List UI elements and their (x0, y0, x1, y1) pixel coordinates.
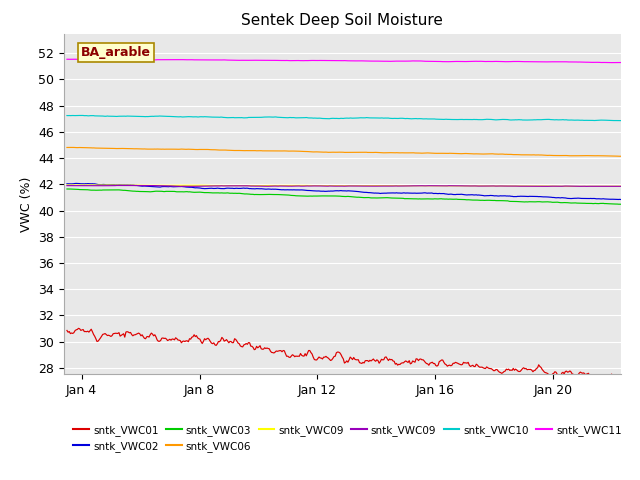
sntk_VWC01 (597, 377, 605, 383)
sntk_VWC11 (608, 60, 616, 65)
Legend: sntk_VWC01, sntk_VWC02, sntk_VWC03, sntk_VWC06, sntk_VWC09, sntk_VWC09, sntk_VWC: sntk_VWC01, sntk_VWC02, sntk_VWC03, sntk… (69, 420, 626, 456)
sntk_VWC10 (609, 118, 616, 123)
sntk_VWC09 (471, 183, 479, 189)
sntk_VWC01 (374, 358, 382, 363)
sntk_VWC10 (374, 115, 382, 121)
sntk_VWC09 (471, 183, 479, 189)
sntk_VWC06 (68, 144, 76, 150)
sntk_VWC02 (401, 190, 408, 196)
sntk_VWC11 (63, 56, 71, 62)
sntk_VWC03 (65, 186, 73, 192)
Line: sntk_VWC09: sntk_VWC09 (67, 185, 621, 186)
sntk_VWC09 (568, 183, 576, 189)
sntk_VWC03 (617, 201, 625, 207)
sntk_VWC09 (374, 183, 382, 189)
sntk_VWC09 (63, 182, 71, 188)
sntk_VWC06 (617, 154, 625, 159)
sntk_VWC06 (616, 154, 623, 159)
sntk_VWC01 (63, 327, 71, 333)
sntk_VWC01 (237, 343, 244, 349)
sntk_VWC03 (374, 195, 382, 201)
sntk_VWC11 (617, 60, 625, 65)
sntk_VWC10 (78, 112, 86, 118)
sntk_VWC01 (471, 364, 479, 370)
sntk_VWC02 (374, 190, 382, 196)
sntk_VWC11 (567, 59, 575, 65)
sntk_VWC09 (401, 183, 408, 189)
Line: sntk_VWC01: sntk_VWC01 (67, 328, 621, 380)
sntk_VWC01 (617, 373, 625, 379)
sntk_VWC11 (237, 58, 244, 63)
sntk_VWC01 (298, 352, 305, 358)
Line: sntk_VWC10: sntk_VWC10 (67, 115, 621, 120)
sntk_VWC06 (237, 148, 244, 154)
sntk_VWC03 (298, 193, 305, 199)
sntk_VWC10 (567, 117, 575, 123)
sntk_VWC09 (237, 183, 244, 189)
sntk_VWC06 (298, 148, 305, 154)
sntk_VWC06 (63, 144, 71, 150)
sntk_VWC03 (471, 197, 479, 203)
sntk_VWC11 (374, 58, 382, 64)
sntk_VWC11 (116, 56, 124, 62)
sntk_VWC09 (109, 182, 117, 188)
sntk_VWC11 (401, 58, 408, 64)
sntk_VWC03 (237, 191, 244, 196)
sntk_VWC06 (374, 150, 382, 156)
sntk_VWC02 (63, 181, 71, 187)
sntk_VWC09 (63, 183, 71, 189)
sntk_VWC01 (567, 369, 575, 375)
sntk_VWC11 (471, 59, 479, 64)
sntk_VWC10 (237, 115, 244, 120)
sntk_VWC09 (113, 182, 120, 188)
sntk_VWC09 (374, 183, 382, 189)
sntk_VWC02 (72, 180, 80, 186)
sntk_VWC06 (567, 153, 575, 158)
sntk_VWC09 (401, 183, 408, 189)
sntk_VWC09 (567, 183, 575, 189)
sntk_VWC11 (298, 58, 305, 63)
sntk_VWC09 (298, 183, 305, 189)
Line: sntk_VWC06: sntk_VWC06 (67, 147, 621, 156)
sntk_VWC03 (63, 186, 71, 192)
sntk_VWC03 (401, 196, 408, 202)
Line: sntk_VWC02: sntk_VWC02 (67, 183, 621, 200)
sntk_VWC09 (537, 183, 545, 189)
sntk_VWC02 (614, 197, 621, 203)
Y-axis label: VWC (%): VWC (%) (20, 176, 33, 232)
sntk_VWC10 (617, 118, 625, 123)
Line: sntk_VWC11: sntk_VWC11 (67, 59, 621, 62)
sntk_VWC01 (75, 325, 83, 331)
sntk_VWC09 (617, 183, 625, 189)
sntk_VWC06 (471, 151, 479, 157)
sntk_VWC02 (471, 192, 479, 198)
sntk_VWC01 (401, 359, 408, 365)
sntk_VWC02 (567, 196, 575, 202)
sntk_VWC10 (471, 117, 479, 122)
sntk_VWC09 (298, 182, 305, 188)
sntk_VWC02 (298, 187, 305, 193)
sntk_VWC02 (237, 186, 244, 192)
sntk_VWC10 (401, 116, 408, 121)
sntk_VWC02 (617, 197, 625, 203)
sntk_VWC10 (298, 115, 305, 120)
Text: BA_arable: BA_arable (81, 46, 150, 59)
Title: Sentek Deep Soil Moisture: Sentek Deep Soil Moisture (241, 13, 444, 28)
sntk_VWC10 (63, 113, 71, 119)
sntk_VWC06 (401, 150, 408, 156)
Line: sntk_VWC09: sntk_VWC09 (67, 185, 621, 186)
sntk_VWC09 (617, 183, 625, 189)
sntk_VWC09 (578, 183, 586, 189)
Line: sntk_VWC03: sntk_VWC03 (67, 189, 621, 204)
sntk_VWC03 (567, 200, 575, 206)
sntk_VWC09 (237, 183, 244, 189)
